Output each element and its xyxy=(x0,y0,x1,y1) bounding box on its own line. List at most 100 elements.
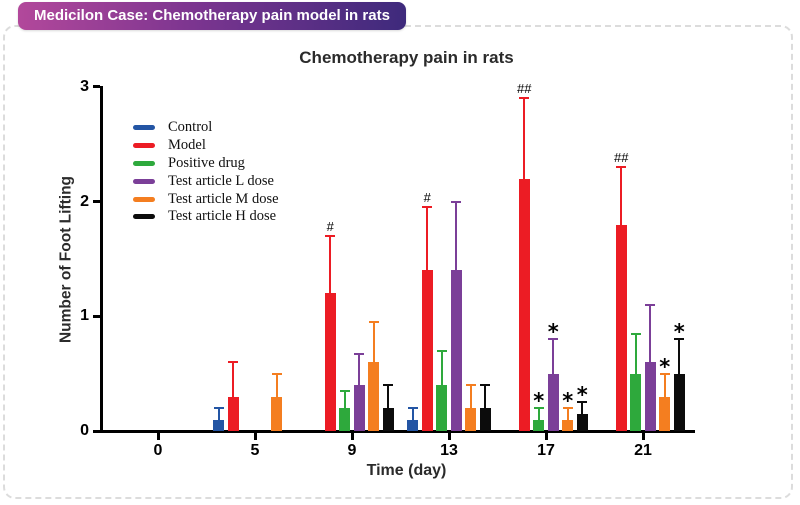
error-bar-cap xyxy=(339,389,350,392)
bar xyxy=(479,408,491,431)
error-bar-stem xyxy=(217,408,220,420)
bar xyxy=(271,396,283,431)
bar xyxy=(547,373,559,431)
legend-label: Test article L dose xyxy=(168,172,274,189)
legend-label: Test article M dose xyxy=(168,190,279,207)
error-bar-stem xyxy=(649,304,652,363)
x-tick-label: 5 xyxy=(250,442,260,459)
legend-swatch xyxy=(133,178,155,184)
error-bar-stem xyxy=(537,408,540,420)
x-axis-tick xyxy=(253,433,257,440)
legend-swatch xyxy=(133,214,155,220)
bar xyxy=(615,224,627,431)
error-bar-cap xyxy=(422,206,433,209)
error-bar-cap xyxy=(548,338,559,341)
y-axis-tick xyxy=(93,85,100,89)
error-bar-stem xyxy=(678,339,681,374)
legend: Control Model Positive drug Test article L … xyxy=(133,119,279,226)
significance-marker: * xyxy=(547,320,559,345)
case-badge-text: Medicilon Case: Chemotherapy pain model … xyxy=(34,7,390,24)
x-axis-tick xyxy=(350,433,354,440)
error-bar-cap xyxy=(616,166,627,169)
x-tick-label: 9 xyxy=(347,442,357,459)
x-axis-tick xyxy=(447,433,451,440)
bar xyxy=(339,408,351,431)
bar xyxy=(227,396,239,431)
legend-item: Test article H dose xyxy=(133,208,279,226)
y-tick-label: 3 xyxy=(80,77,89,95)
y-tick-label: 2 xyxy=(80,192,89,210)
bar xyxy=(450,270,462,431)
error-bar-stem xyxy=(484,385,487,409)
significance-marker: * xyxy=(533,389,545,414)
legend-swatch xyxy=(133,196,155,202)
legend-label: Model xyxy=(168,137,206,154)
bar xyxy=(644,362,656,431)
bar xyxy=(659,396,671,431)
bar xyxy=(324,293,336,431)
error-bar-cap xyxy=(519,97,530,100)
error-bar-cap xyxy=(480,384,491,387)
x-axis-line xyxy=(100,430,695,433)
error-bar-cap xyxy=(533,407,544,410)
legend-item: Model xyxy=(133,137,279,155)
x-tick-label: 21 xyxy=(634,442,652,459)
error-bar-stem xyxy=(634,333,637,374)
bar xyxy=(382,408,394,431)
error-bar-stem xyxy=(620,167,623,225)
error-bar-cap xyxy=(562,407,573,410)
error-bar-stem xyxy=(372,322,375,363)
bar xyxy=(407,419,419,431)
significance-marker: * xyxy=(576,383,588,408)
error-bar-stem xyxy=(523,98,526,179)
error-bar-cap xyxy=(383,384,394,387)
error-bar-cap xyxy=(407,407,418,410)
legend-item: Test article L dose xyxy=(133,172,279,190)
bar xyxy=(465,408,477,431)
x-axis-tick xyxy=(544,433,548,440)
error-bar-cap xyxy=(465,384,476,387)
y-tick-label: 1 xyxy=(80,307,89,325)
error-bar-stem xyxy=(232,362,235,397)
bar xyxy=(518,178,530,431)
error-bar-cap xyxy=(271,372,282,375)
legend-swatch xyxy=(133,143,155,149)
x-axis-tick xyxy=(156,433,160,440)
bar xyxy=(533,419,545,431)
bar xyxy=(630,373,642,431)
error-bar-cap xyxy=(674,338,685,341)
legend-label: Control xyxy=(168,119,213,136)
bar xyxy=(576,413,588,431)
x-axis-tick xyxy=(641,433,645,440)
error-bar-cap xyxy=(368,321,379,324)
error-bar-stem xyxy=(387,385,390,409)
error-bar-cap xyxy=(325,235,336,238)
significance-marker: ## xyxy=(517,81,532,97)
error-bar-stem xyxy=(455,201,458,271)
error-bar-cap xyxy=(659,372,670,375)
legend-label: Test article H dose xyxy=(168,208,277,225)
significance-marker: # xyxy=(423,190,431,206)
legend-item: Test article M dose xyxy=(133,190,279,208)
error-bar-cap xyxy=(228,361,239,364)
case-badge: Medicilon Case: Chemotherapy pain model … xyxy=(18,2,406,30)
error-bar-stem xyxy=(343,390,346,409)
error-bar-cap xyxy=(451,200,462,203)
x-tick-label: 17 xyxy=(537,442,555,459)
error-bar-stem xyxy=(329,236,332,294)
x-tick-label: 0 xyxy=(153,442,163,459)
bar xyxy=(421,270,433,431)
y-axis-line xyxy=(100,86,103,433)
legend-swatch xyxy=(133,125,155,131)
error-bar-stem xyxy=(275,373,278,397)
error-bar-stem xyxy=(440,350,443,386)
bar xyxy=(436,385,448,431)
error-bar-cap xyxy=(577,401,588,404)
bar xyxy=(213,419,225,431)
significance-marker: * xyxy=(659,354,671,379)
significance-marker: * xyxy=(562,389,574,414)
bar xyxy=(673,373,685,431)
y-axis-tick xyxy=(93,314,100,318)
